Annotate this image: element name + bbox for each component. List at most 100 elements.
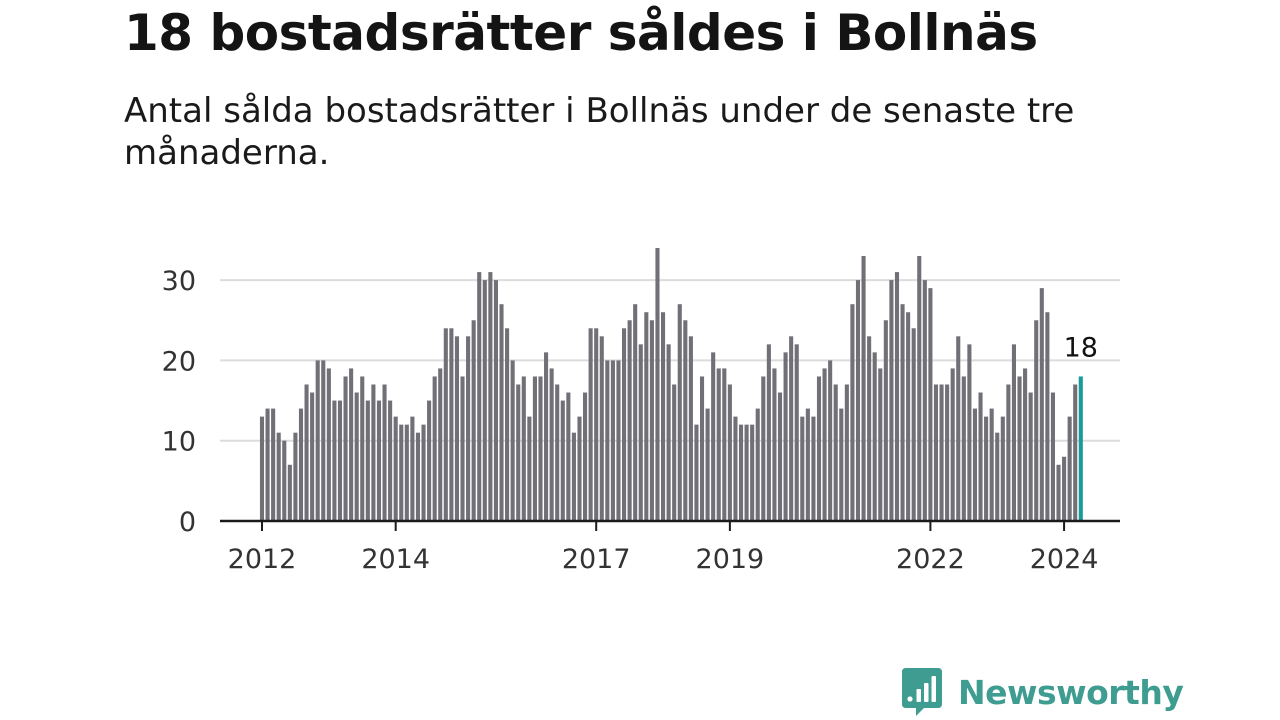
bar [894, 272, 900, 521]
bar [928, 288, 933, 521]
bar [744, 424, 749, 521]
bar [694, 424, 699, 521]
bar [1050, 392, 1055, 521]
bar [259, 416, 265, 521]
bar [337, 400, 343, 521]
bar [1056, 464, 1061, 521]
bar [1017, 376, 1022, 521]
bar [527, 416, 532, 521]
bar [828, 360, 833, 521]
x-tick-label: 2019 [696, 544, 765, 575]
bar [722, 368, 727, 521]
bar [733, 416, 738, 521]
bar [298, 408, 304, 521]
bar [805, 408, 810, 521]
bar [460, 376, 465, 521]
bar [978, 392, 983, 521]
x-axis-ticks: 2012 2014 2017 2019 2022 2024 [228, 521, 1099, 575]
bar [644, 312, 649, 521]
bar [995, 432, 1000, 521]
bar [521, 376, 526, 521]
bar [354, 392, 359, 521]
bar [505, 328, 510, 521]
bar [622, 328, 627, 521]
bar [1034, 320, 1039, 521]
bar [677, 304, 682, 521]
bar [660, 312, 666, 521]
bar [438, 368, 443, 521]
bar [711, 352, 716, 521]
y-tick-label: 20 [162, 346, 196, 377]
bar [984, 416, 989, 521]
bar [861, 256, 866, 521]
bar [360, 376, 365, 521]
bar [922, 280, 927, 521]
bar [761, 376, 766, 521]
newsworthy-logo: Newsworthy [902, 668, 1184, 716]
x-tick-label: 2024 [1030, 544, 1099, 575]
bar [917, 256, 922, 521]
x-tick-label: 2022 [896, 544, 965, 575]
bar [499, 304, 504, 521]
bar [755, 408, 760, 521]
bar [783, 352, 788, 521]
bar [933, 384, 939, 521]
bar [1011, 344, 1016, 521]
bar [365, 400, 370, 521]
bar [271, 408, 276, 521]
y-tick-label: 0 [179, 507, 196, 538]
bar [672, 384, 677, 521]
bar [1006, 384, 1011, 521]
bar [822, 368, 827, 521]
bar [388, 400, 393, 521]
bar [738, 424, 744, 521]
bar [1039, 288, 1044, 521]
bar [466, 336, 471, 521]
y-tick-label: 30 [162, 266, 196, 297]
bar [811, 416, 816, 521]
newsworthy-bars-icon [902, 668, 942, 716]
brand-name: Newsworthy [958, 672, 1184, 712]
bars [259, 247, 1083, 522]
bar [956, 336, 961, 521]
bar [688, 336, 693, 521]
bar [772, 368, 777, 521]
bar [855, 280, 861, 521]
bar [1023, 368, 1028, 521]
bar [304, 384, 309, 521]
bar [727, 384, 732, 521]
bar [343, 376, 348, 521]
chart-subtitle: Antal sålda bostadsrätter i Bollnäs unde… [124, 91, 1075, 173]
bar [777, 392, 783, 521]
highlight-bar [1078, 376, 1083, 521]
bar [683, 320, 688, 521]
bar [945, 384, 950, 521]
bar [705, 408, 710, 521]
bar [839, 408, 844, 521]
bar [293, 432, 298, 521]
bar [432, 376, 437, 521]
bar [393, 416, 398, 521]
bar [616, 360, 621, 521]
bar [544, 352, 549, 521]
bar [889, 280, 894, 521]
bar [549, 368, 554, 521]
bar [610, 360, 615, 521]
bar [477, 272, 482, 521]
bar [421, 424, 426, 521]
x-tick-label: 2017 [562, 544, 631, 575]
bar [310, 392, 315, 521]
bar [566, 392, 571, 521]
bar [415, 432, 421, 521]
bar [1067, 416, 1072, 521]
bar [867, 336, 872, 521]
x-tick-label: 2012 [228, 544, 297, 575]
bar [282, 440, 287, 521]
chart-title: 18 bostadsrätter såldes i Bollnäs [124, 4, 1038, 62]
bar [699, 376, 705, 521]
bar [583, 392, 588, 521]
bar [655, 247, 660, 522]
y-axis-ticks: 0 10 20 30 [162, 266, 196, 538]
bar [599, 336, 604, 521]
bar [588, 328, 593, 521]
